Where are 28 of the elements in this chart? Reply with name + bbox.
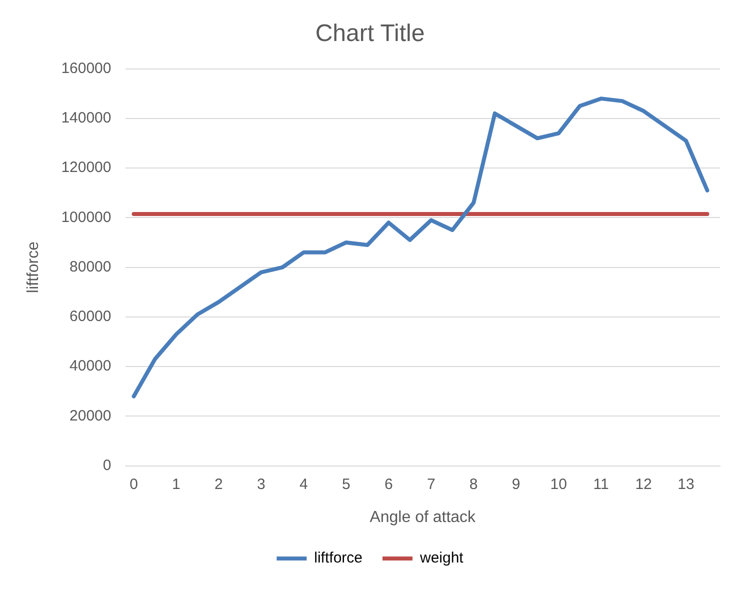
x-tick-label: 1 — [172, 476, 180, 493]
x-tick-label: 5 — [342, 476, 350, 493]
y-tick-label: 20000 — [70, 407, 112, 424]
y-tick-label: 80000 — [70, 258, 112, 276]
x-tick-label: 7 — [426, 476, 436, 493]
x-tick-label: 2 — [214, 476, 223, 493]
y-tick-label: 140000 — [61, 110, 112, 127]
x-tick-label: 9 — [512, 476, 520, 493]
y-tick-label: 0 — [102, 456, 112, 474]
y-tick-label: 100000 — [61, 208, 112, 226]
y-tick-label: 60000 — [70, 308, 112, 326]
legend-label: weight — [418, 550, 464, 567]
y-tick-label: 40000 — [70, 358, 112, 375]
x-axis-title: Angle of attack — [370, 508, 477, 526]
x-tick-label: 11 — [593, 476, 609, 493]
x-tick-label: 0 — [130, 476, 138, 493]
x-tick-label: 3 — [257, 476, 266, 493]
y-tick-label: 120000 — [61, 159, 112, 176]
y-tick-label: 160000 — [61, 60, 112, 77]
x-tick-label: 13 — [678, 476, 694, 493]
chart-title: Chart Title — [315, 20, 425, 48]
x-tick-label: 12 — [635, 476, 652, 493]
x-tick-label: 6 — [384, 476, 393, 493]
x-tick-label: 10 — [550, 476, 567, 493]
x-tick-label: 8 — [469, 476, 478, 493]
y-axis-title: liftforce — [25, 241, 42, 294]
x-tick-label: 4 — [300, 476, 308, 493]
legend-label: liftforce — [314, 550, 363, 567]
